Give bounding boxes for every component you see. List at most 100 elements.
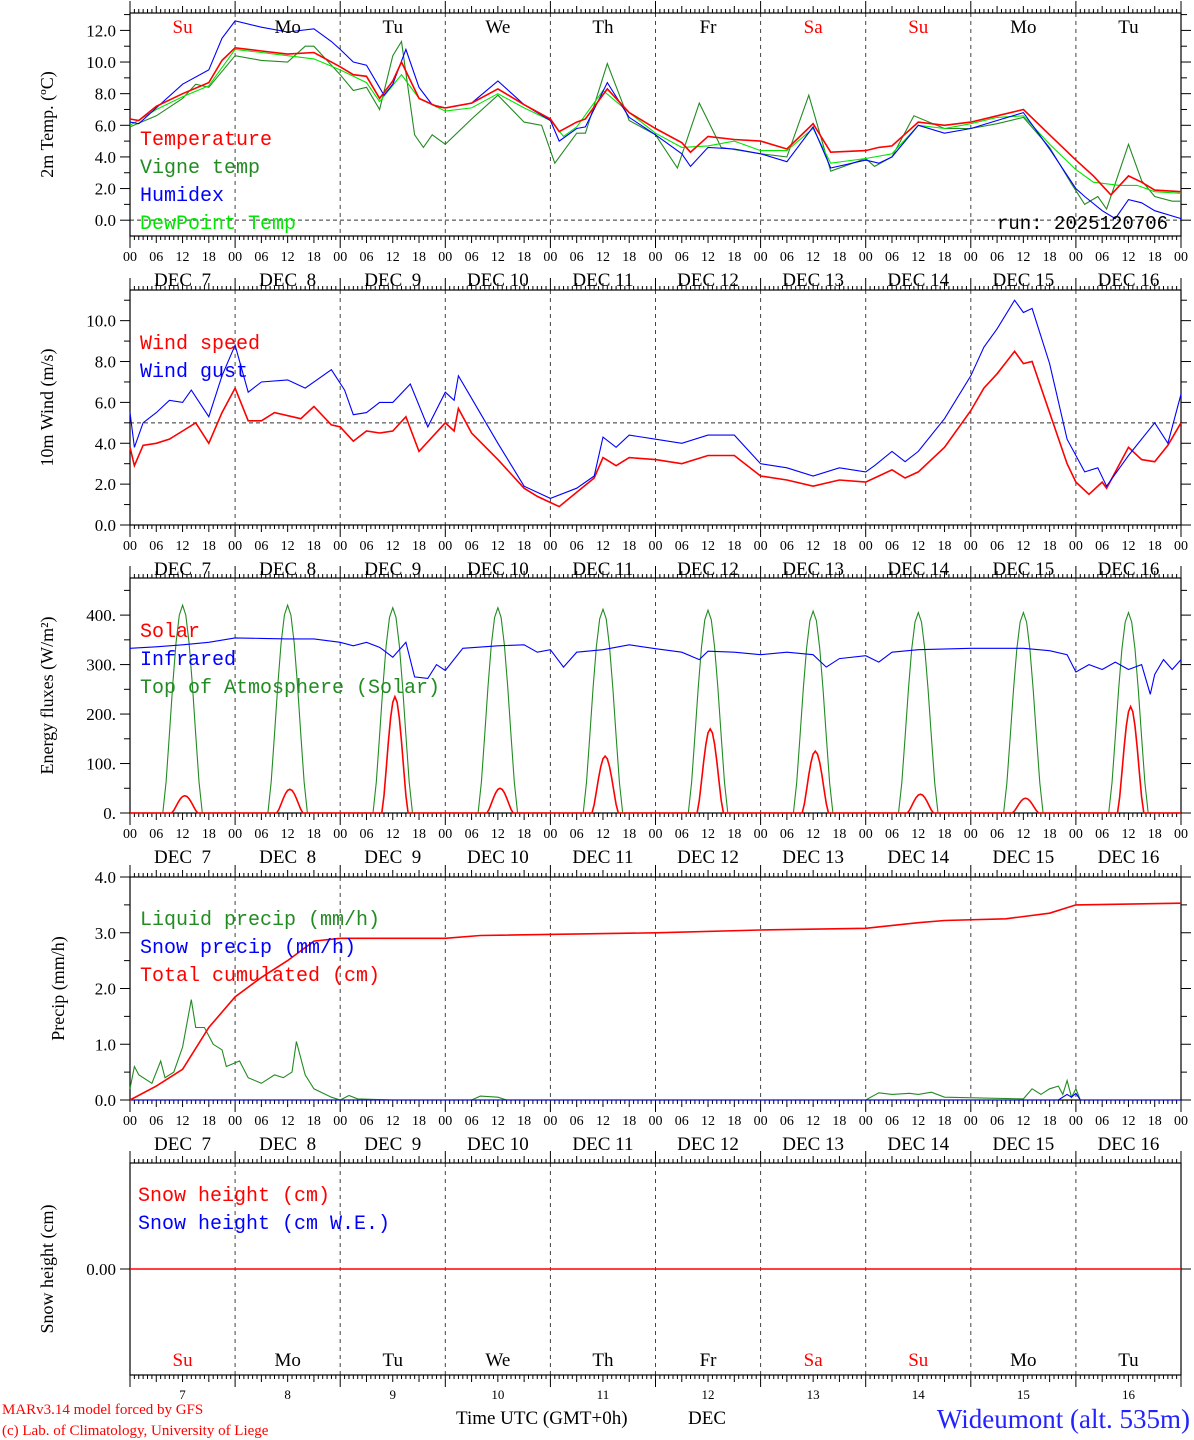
date-label: DEC 15: [992, 1134, 1054, 1155]
legend-entry: Vigne temp: [140, 157, 260, 180]
y-tick-label: 2.0: [95, 180, 116, 199]
legend-entry: Snow precip (mm/h): [140, 937, 356, 960]
y-tick-label: 4.0: [95, 434, 116, 453]
date-label: DEC 8: [259, 847, 316, 868]
hour-label: 12: [1016, 539, 1030, 554]
hour-label: 06: [359, 1114, 373, 1129]
hour-label: 06: [570, 1114, 584, 1129]
location-title: Wideumont (alt. 535m): [937, 1404, 1190, 1434]
hour-label: 00: [649, 539, 663, 554]
hour-label: 12: [281, 250, 295, 265]
y-tick-label: 0.0: [95, 211, 116, 230]
date-label: DEC 10: [467, 847, 529, 868]
hour-label: 06: [570, 539, 584, 554]
day-name-label: Su: [173, 17, 194, 38]
hour-label: 12: [596, 250, 610, 265]
legend-entry: Snow height (cm W.E.): [138, 1213, 390, 1236]
day-number-label: 8: [284, 1387, 291, 1402]
hour-label: 00: [438, 539, 452, 554]
day-number-label: 11: [597, 1387, 610, 1402]
hour-label: 06: [990, 539, 1004, 554]
hour-label: 18: [202, 539, 216, 554]
hour-label: 00: [438, 1114, 452, 1129]
hour-label: 12: [491, 539, 505, 554]
hour-label: 00: [754, 827, 768, 842]
hour-label: 06: [149, 250, 163, 265]
hour-label: 12: [701, 827, 715, 842]
hour-label: 18: [307, 1114, 321, 1129]
hour-label: 18: [202, 1114, 216, 1129]
hour-label: 00: [754, 1114, 768, 1129]
hour-label: 18: [202, 827, 216, 842]
hour-label: 06: [359, 539, 373, 554]
panel-4: [120, 865, 1191, 1112]
hour-label: 00: [1174, 827, 1188, 842]
hour-label: 18: [412, 827, 426, 842]
date-label: DEC 15: [992, 270, 1054, 291]
hour-label: 18: [938, 827, 952, 842]
hour-label: 12: [911, 1114, 925, 1129]
legend-entry: Solar: [140, 621, 200, 644]
hour-label: 18: [307, 827, 321, 842]
date-label: DEC 9: [364, 847, 421, 868]
legend-entry: Infrared: [140, 649, 236, 672]
hour-label: 00: [543, 539, 557, 554]
y-tick-label: 0.: [103, 804, 116, 823]
date-label: DEC 7: [154, 1134, 211, 1155]
hour-label: 18: [517, 1114, 531, 1129]
hour-label: 18: [1148, 827, 1162, 842]
hour-label: 06: [780, 1114, 794, 1129]
series-line-snow-precip-mm-h-: [130, 1092, 1181, 1101]
hour-label: 12: [701, 1114, 715, 1129]
date-label: DEC 12: [677, 847, 739, 868]
y-tick-label: 6.0: [95, 393, 116, 412]
day-name-label: Tu: [1118, 17, 1139, 38]
hour-label: 00: [333, 250, 347, 265]
hour-label: 00: [438, 827, 452, 842]
hour-label: 06: [149, 539, 163, 554]
hour-label: 06: [465, 250, 479, 265]
date-label: DEC 8: [259, 559, 316, 580]
hour-label: 12: [491, 1114, 505, 1129]
y-tick-label: 400.: [86, 606, 116, 625]
hour-label: 00: [438, 250, 452, 265]
date-label: DEC 14: [887, 847, 949, 868]
hour-label: 00: [228, 827, 242, 842]
y-tick-label: 8.0: [95, 85, 116, 104]
hour-label: 06: [990, 250, 1004, 265]
date-label: DEC 12: [677, 1134, 739, 1155]
date-label: DEC 11: [572, 847, 633, 868]
hour-label: 06: [254, 1114, 268, 1129]
hour-label: 18: [517, 250, 531, 265]
y-tick-label: 100.: [86, 755, 116, 774]
hour-label: 12: [386, 1114, 400, 1129]
hour-label: 00: [859, 1114, 873, 1129]
hour-label: 06: [990, 827, 1004, 842]
hour-label: 00: [333, 827, 347, 842]
y-tick-label: 0.0: [95, 1091, 116, 1110]
date-label: DEC 15: [992, 847, 1054, 868]
hour-label: 12: [176, 1114, 190, 1129]
series-line-wind-speed: [129, 349, 1182, 508]
hour-label: 06: [359, 250, 373, 265]
series-line-wind-gust: [129, 299, 1182, 499]
hour-label: 12: [1121, 250, 1135, 265]
hour-label: 18: [202, 250, 216, 265]
y-axis-label: 10m Wind (m/s): [37, 349, 58, 467]
legend-entry: Total cumulated (cm): [140, 965, 380, 988]
hour-label: 12: [491, 827, 505, 842]
hour-label: 18: [412, 1114, 426, 1129]
hour-label: 00: [859, 250, 873, 265]
hour-label: 12: [596, 539, 610, 554]
day-name-label: Mo: [274, 17, 300, 38]
date-label: DEC 8: [259, 1134, 316, 1155]
panel-3: [120, 566, 1191, 825]
hour-label: 00: [859, 539, 873, 554]
y-tick-label: 2.0: [95, 475, 116, 494]
date-label: DEC 13: [782, 270, 844, 291]
date-label: DEC 9: [364, 270, 421, 291]
hour-label: 12: [1121, 539, 1135, 554]
day-name-label: Th: [592, 1350, 614, 1371]
hour-label: 00: [754, 539, 768, 554]
day-name-label: We: [485, 1350, 510, 1371]
